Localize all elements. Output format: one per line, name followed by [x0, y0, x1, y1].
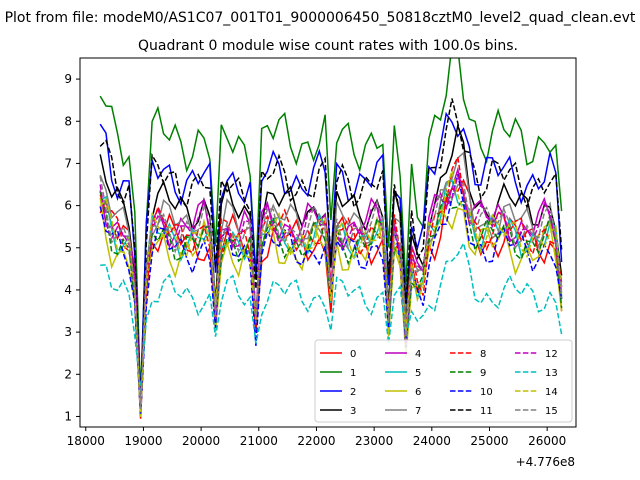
x-tick-label: 19000	[124, 434, 162, 448]
x-tick-label: 22000	[297, 434, 335, 448]
plot-frame	[79, 57, 577, 428]
y-axis: 1 2 3 4 5 6 7 8 9	[64, 72, 80, 423]
x-tick-label: 18000	[67, 434, 105, 448]
chart-title: Quadrant 0 module wise count rates with …	[138, 38, 518, 54]
x-tick-label: 25000	[470, 434, 508, 448]
x-tick-label: 24000	[413, 434, 451, 448]
series-line-14	[99, 168, 563, 417]
y-tick-label: 5	[64, 241, 72, 255]
legend-label-13: 13	[545, 368, 558, 379]
y-tick-label: 6	[64, 199, 72, 213]
y-tick-label: 2	[64, 367, 72, 381]
legend-label-11: 11	[480, 406, 493, 417]
legend-label-3: 3	[350, 406, 356, 417]
y-tick-label: 8	[64, 114, 72, 128]
legend-label-7: 7	[415, 406, 421, 417]
legend-label-5: 5	[415, 368, 421, 379]
x-tick-label: 21000	[240, 434, 278, 448]
legend-label-14: 14	[545, 387, 558, 398]
legend-label-2: 2	[350, 387, 356, 398]
series-line-15	[99, 176, 563, 409]
x-tick-label: 23000	[355, 434, 393, 448]
x-axis: 18000 19000 20000 21000 22000 23000 24000 25000…	[67, 427, 566, 448]
y-tick-label: 7	[64, 156, 72, 170]
x-offset-label: +4.776e8	[516, 455, 575, 469]
legend-box	[314, 339, 573, 423]
y-tick-label: 3	[64, 325, 72, 339]
x-tick-label: 26000	[528, 434, 566, 448]
y-tick-label: 4	[64, 283, 72, 297]
legend-label-6: 6	[415, 387, 421, 398]
legend-label-4: 4	[415, 349, 421, 360]
series-line-11	[99, 98, 563, 407]
legend-label-1: 1	[350, 368, 356, 379]
legend-label-15: 15	[545, 406, 558, 417]
y-tick-label: 1	[64, 409, 72, 423]
series-line-0	[99, 178, 563, 419]
series-layer	[99, 58, 563, 419]
series-line-10	[99, 174, 563, 417]
series-line-1	[99, 58, 563, 398]
legend-label-0: 0	[350, 349, 356, 360]
legend-label-12: 12	[545, 349, 558, 360]
x-tick-label: 20000	[182, 434, 220, 448]
figure-suptitle: Plot from file: modeM0/AS1C07_001T01_900…	[5, 10, 636, 26]
legend-label-10: 10	[480, 387, 493, 398]
series-line-9	[99, 191, 563, 414]
y-tick-label: 9	[64, 72, 72, 86]
legend-label-9: 9	[480, 368, 486, 379]
legend-label-8: 8	[480, 349, 486, 360]
